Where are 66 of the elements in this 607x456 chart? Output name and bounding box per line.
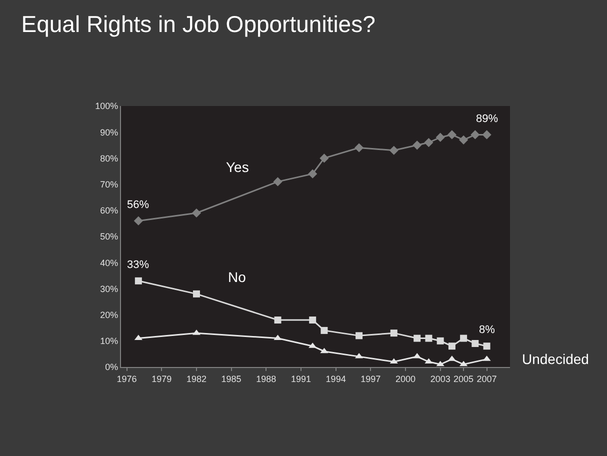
point	[436, 360, 444, 366]
data-label: 89%	[476, 113, 498, 125]
point	[459, 135, 468, 144]
y-tick-label: 40%	[100, 258, 118, 268]
point	[274, 334, 282, 340]
point	[192, 208, 202, 218]
x-tick-label: 1988	[256, 374, 276, 384]
data-label: 8%	[479, 324, 496, 336]
x-tick-label: 1994	[326, 374, 346, 384]
point	[390, 358, 398, 364]
series-label: Yes	[226, 159, 249, 175]
point	[425, 334, 432, 342]
point	[134, 277, 142, 284]
point	[134, 334, 142, 340]
x-tick-label: 2007	[476, 374, 497, 384]
data-label: 56%	[127, 199, 150, 211]
series-label: No	[228, 269, 246, 285]
point	[424, 358, 433, 364]
point	[482, 130, 492, 140]
point	[354, 143, 364, 152]
x-tick-label: 2003	[430, 374, 450, 384]
y-tick-label: 60%	[100, 206, 118, 216]
point	[308, 169, 318, 178]
point	[356, 332, 363, 340]
point	[390, 330, 398, 337]
point	[274, 316, 282, 324]
y-tick-label: 10%	[100, 336, 118, 346]
point	[483, 342, 490, 350]
point	[389, 146, 398, 155]
y-tick-label: 70%	[100, 179, 118, 190]
point	[448, 342, 456, 350]
point	[460, 360, 468, 366]
y-tick-label: 30%	[100, 284, 118, 294]
x-tick-label: 1982	[186, 374, 206, 384]
point	[134, 216, 143, 226]
y-tick-label: 50%	[100, 232, 118, 242]
point	[320, 326, 328, 334]
x-tick-label: 2005	[454, 374, 474, 384]
y-tick-label: 20%	[100, 310, 118, 320]
data-label: 33%	[127, 259, 150, 271]
point	[470, 130, 480, 140]
point	[472, 340, 479, 348]
point	[273, 177, 282, 186]
chart-title: Equal Rights in Job Opportunities?	[21, 11, 376, 38]
x-tick-label: 1979	[152, 374, 172, 384]
y-tick-label: 0%	[105, 362, 118, 372]
y-tick-label: 90%	[100, 127, 118, 138]
x-tick-label: 2000	[395, 374, 416, 384]
point	[320, 154, 329, 163]
point	[424, 138, 434, 148]
x-tick-label: 1976	[116, 374, 137, 384]
point	[436, 337, 444, 344]
point	[447, 130, 456, 140]
x-tick-label: 1991	[290, 374, 312, 384]
text: Undecided	[522, 351, 589, 367]
point	[460, 334, 468, 342]
point	[320, 348, 328, 354]
point	[412, 140, 422, 150]
point	[192, 290, 200, 298]
point	[436, 132, 445, 142]
y-tick-label: 100%	[95, 101, 118, 112]
point	[309, 316, 316, 324]
x-tick-label: 1997	[360, 374, 381, 384]
y-tick-label: 80%	[100, 153, 118, 164]
x-tick-label: 1985	[221, 374, 242, 384]
point	[414, 334, 421, 342]
